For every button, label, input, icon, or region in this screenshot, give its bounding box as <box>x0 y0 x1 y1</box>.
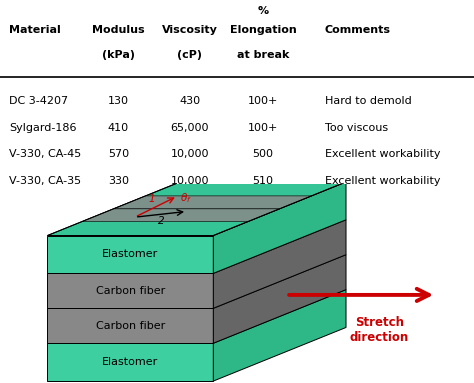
Polygon shape <box>47 308 213 343</box>
Text: DC 3-4207: DC 3-4207 <box>9 96 69 106</box>
Polygon shape <box>47 236 213 273</box>
Text: Elastomer: Elastomer <box>102 357 158 367</box>
Text: Material: Material <box>9 25 61 35</box>
Text: 510: 510 <box>253 176 273 186</box>
Polygon shape <box>47 182 346 236</box>
Polygon shape <box>82 209 280 222</box>
Text: 570: 570 <box>108 149 129 159</box>
Text: 100+: 100+ <box>248 123 278 133</box>
Text: Excellent workability: Excellent workability <box>325 176 440 186</box>
Text: at break: at break <box>237 50 289 60</box>
Text: Sylgard-186: Sylgard-186 <box>9 123 77 133</box>
Text: V-330, CA-45: V-330, CA-45 <box>9 149 82 159</box>
Text: 10,000: 10,000 <box>170 176 209 186</box>
Text: Elastomer: Elastomer <box>102 249 158 259</box>
Polygon shape <box>114 196 311 209</box>
Text: 2: 2 <box>158 216 164 226</box>
Text: (kPa): (kPa) <box>102 50 135 60</box>
Text: $\theta_f$: $\theta_f$ <box>180 191 192 205</box>
Text: Too viscous: Too viscous <box>325 123 388 133</box>
Text: 100+: 100+ <box>248 96 278 106</box>
Polygon shape <box>47 273 213 308</box>
Text: Comments: Comments <box>325 25 391 35</box>
Text: V-330, CA-35: V-330, CA-35 <box>9 176 82 186</box>
Polygon shape <box>213 290 346 381</box>
Polygon shape <box>47 343 213 381</box>
Text: Modulus: Modulus <box>92 25 145 35</box>
Polygon shape <box>213 255 346 343</box>
Text: Stretch
direction: Stretch direction <box>350 316 409 344</box>
Polygon shape <box>213 220 346 308</box>
Text: Hard to demold: Hard to demold <box>325 96 411 106</box>
Text: 10,000: 10,000 <box>170 149 209 159</box>
Text: 410: 410 <box>108 123 129 133</box>
Text: Carbon fiber: Carbon fiber <box>96 321 165 331</box>
Polygon shape <box>213 182 346 273</box>
Text: 500: 500 <box>253 149 273 159</box>
Text: %: % <box>257 6 269 16</box>
Text: 430: 430 <box>179 96 200 106</box>
Text: Elongation: Elongation <box>230 25 296 35</box>
Text: 65,000: 65,000 <box>170 123 209 133</box>
Text: Excellent workability: Excellent workability <box>325 149 440 159</box>
Text: 330: 330 <box>108 176 129 186</box>
Text: 1: 1 <box>148 194 155 204</box>
Text: 130: 130 <box>108 96 129 106</box>
Text: Carbon fiber: Carbon fiber <box>96 286 165 296</box>
Text: Viscosity: Viscosity <box>162 25 218 35</box>
Text: (cP): (cP) <box>177 50 202 60</box>
